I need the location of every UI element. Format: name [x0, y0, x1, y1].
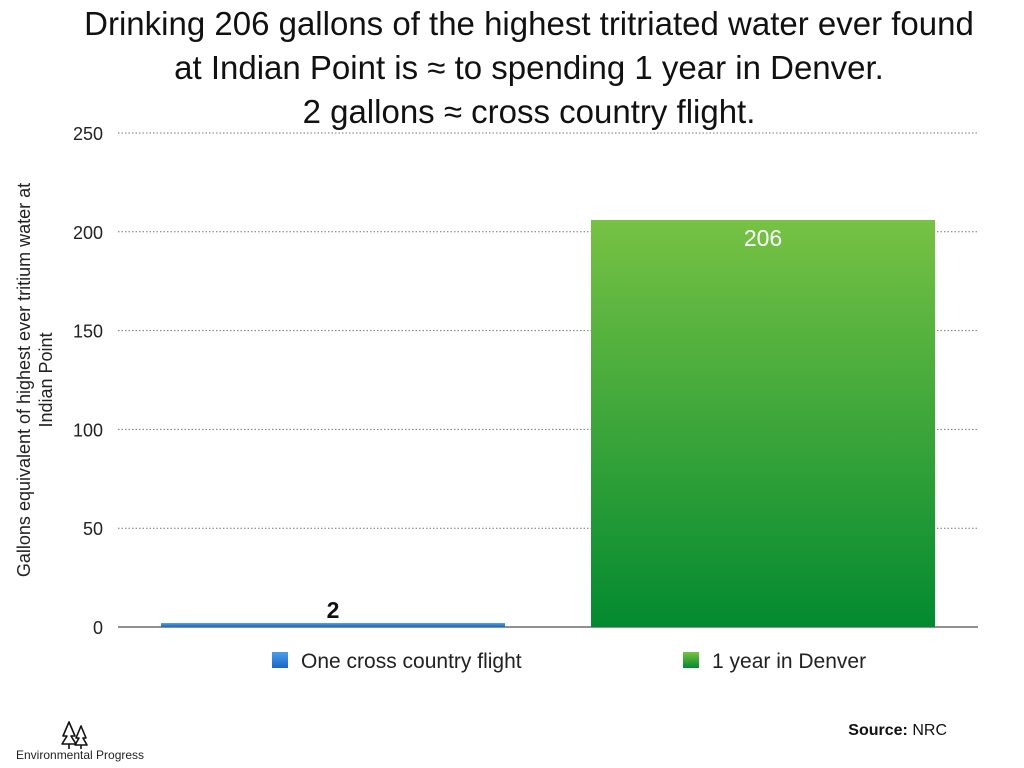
y-tick-label: 150	[73, 322, 103, 342]
y-tick-label: 200	[73, 223, 103, 243]
bar	[591, 219, 935, 627]
bar-chart: 2 206 0 50 100 150 200 250 Gallons equivalent …	[14, 124, 978, 673]
y-axis-label-line: Gallons equivalent of highest ever triti…	[14, 183, 34, 577]
chart-title-line-1: Drinking 206 gallons of the highest trit…	[84, 5, 974, 42]
legend-swatch	[683, 652, 699, 668]
logo-text: Environmental Progress	[16, 748, 145, 762]
trees-icon	[61, 721, 88, 749]
y-tick-label: 50	[83, 519, 103, 539]
source-label: Source:	[848, 722, 908, 739]
bar	[161, 623, 505, 627]
y-tick-label: 100	[73, 420, 103, 440]
y-axis-label: Gallons equivalent of highest ever triti…	[14, 183, 56, 577]
y-tick-label: 250	[73, 124, 103, 144]
legend: One cross country flight 1 year in Denver	[272, 650, 866, 673]
y-tick-layer: 0 50 100 150 200 250	[73, 124, 103, 638]
y-axis-label-group: Gallons equivalent of highest ever triti…	[14, 183, 56, 577]
legend-swatch	[272, 652, 288, 668]
y-tick-label: 0	[93, 618, 103, 638]
y-axis-label-line: Indian Point	[36, 332, 56, 427]
logo: Environmental Progress	[16, 720, 156, 764]
source-value: NRC	[912, 722, 947, 739]
legend-label: One cross country flight	[301, 650, 522, 673]
legend-label: 1 year in Denver	[712, 650, 866, 673]
chart-title: Drinking 206 gallons of the highest trit…	[20, 2, 1024, 134]
bar-layer: 2 206	[161, 219, 935, 627]
source-note: Source: NRC	[848, 722, 947, 740]
data-label: 206	[744, 225, 782, 251]
chart-title-line-2: at Indian Point is ≈ to spending 1 year …	[174, 49, 884, 86]
data-label: 2	[327, 597, 340, 623]
chart-title-line-3: 2 gallons ≈ cross country flight.	[302, 93, 756, 130]
